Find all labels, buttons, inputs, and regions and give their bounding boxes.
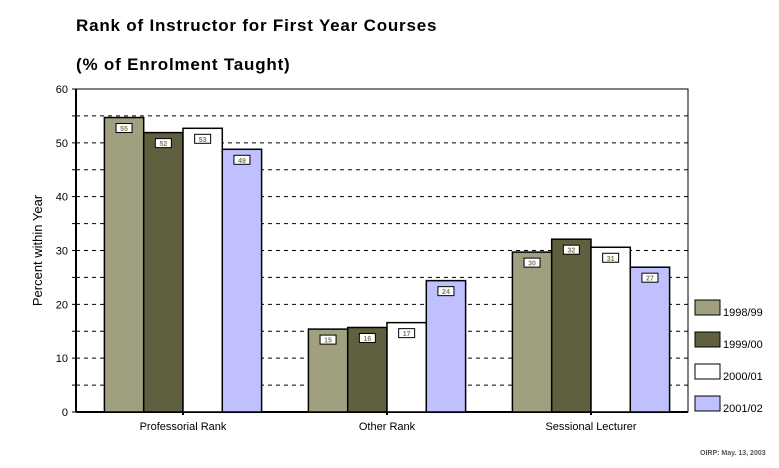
legend-swatch <box>694 395 721 412</box>
legend-label: 2000/01 <box>723 371 763 383</box>
data-label-box <box>319 334 337 345</box>
data-label: 17 <box>403 331 411 338</box>
data-label: 24 <box>442 289 450 296</box>
y-tick-label: 20 <box>56 299 68 311</box>
x-tick <box>386 412 388 415</box>
bar <box>103 116 145 413</box>
x-tick-label: Other Rank <box>359 421 416 433</box>
data-label-box <box>194 133 212 144</box>
y-tick-label: 0 <box>62 407 68 419</box>
data-label: 55 <box>120 126 128 133</box>
bar <box>550 238 592 413</box>
data-label-box <box>115 123 133 134</box>
chart-title: Rank of Instructor for First Year Course… <box>76 16 438 35</box>
legend-swatch <box>694 299 721 316</box>
y-tick-label: 60 <box>56 84 68 96</box>
y-axis-label: Percent within Year <box>30 194 45 306</box>
data-label: 52 <box>159 141 167 148</box>
chart-subtitle: (% of Enrolment Taught) <box>76 55 291 74</box>
y-tick-label: 10 <box>56 353 68 365</box>
bar <box>221 148 263 413</box>
x-tick-label: Sessional Lecturer <box>545 421 636 433</box>
data-label-box <box>398 328 416 339</box>
legend-label: 1999/00 <box>723 339 763 351</box>
footer-note: OIRP: May. 13, 2003 <box>700 450 766 457</box>
x-tick-label: Professorial Rank <box>140 421 227 433</box>
data-label-box <box>641 272 659 283</box>
legend-label: 2001/02 <box>723 403 763 415</box>
data-label-box <box>523 257 541 268</box>
legend-swatch <box>694 331 721 348</box>
legend-swatch <box>694 363 721 380</box>
y-tick-label: 40 <box>56 192 68 204</box>
data-label: 32 <box>567 248 575 255</box>
data-label: 31 <box>607 256 615 263</box>
data-label-box <box>233 154 251 165</box>
bar <box>142 131 184 413</box>
data-label-box <box>562 244 580 255</box>
data-label: 53 <box>199 137 207 144</box>
bar <box>182 127 224 413</box>
data-label: 30 <box>528 261 536 268</box>
data-label: 15 <box>324 338 332 345</box>
data-label-box <box>154 138 172 149</box>
bar <box>590 246 632 413</box>
data-label: 16 <box>363 336 371 343</box>
bar <box>425 279 467 413</box>
bar <box>511 251 553 413</box>
data-label-box <box>602 252 620 263</box>
y-tick-label: 30 <box>56 246 68 258</box>
data-label-box <box>358 332 376 343</box>
bar <box>629 266 671 413</box>
data-label: 49 <box>238 158 246 165</box>
x-tick <box>182 412 184 415</box>
data-label-box <box>437 286 455 297</box>
x-tick <box>590 412 592 415</box>
data-label: 27 <box>646 276 654 283</box>
legend-label: 1998/99 <box>723 307 763 319</box>
y-tick-label: 50 <box>56 138 68 150</box>
